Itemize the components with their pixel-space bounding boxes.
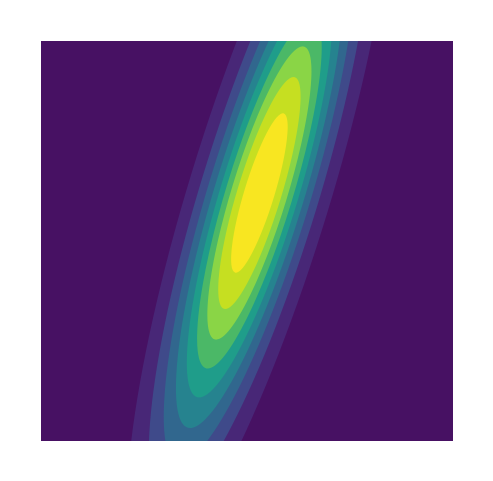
contour-bands xyxy=(127,41,392,441)
contour-band-level-9 xyxy=(231,113,288,273)
